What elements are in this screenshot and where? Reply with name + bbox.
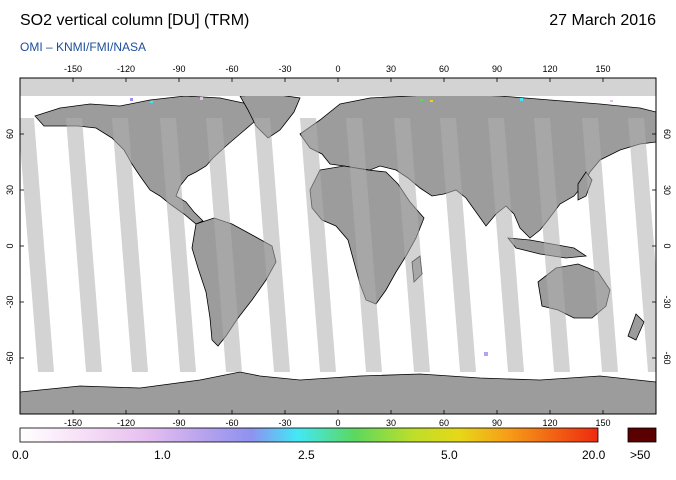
- lat-ticks-right: 60 30 0 -30 -60: [652, 129, 672, 365]
- lon-tick-label-bottom: 120: [542, 418, 557, 428]
- lon-tick-label-bottom: -90: [172, 418, 185, 428]
- lat-tick-label-left: 0: [5, 243, 15, 248]
- colorbar-label-4: 20.0: [582, 448, 606, 462]
- lon-tick-label-bottom: -150: [64, 418, 82, 428]
- swath-gap: [582, 118, 618, 372]
- chart-title: SO2 vertical column [DU] (TRM): [20, 12, 250, 29]
- lat-tick-label-left: 60: [5, 129, 15, 139]
- lat-tick-label-left: 30: [5, 185, 15, 195]
- lon-tick-label-bottom: 0: [335, 418, 340, 428]
- swath-gap: [112, 118, 148, 372]
- lat-tick-label-left: -30: [5, 295, 15, 308]
- swath-gap: [346, 118, 382, 372]
- lon-tick-label-top: 120: [542, 64, 557, 74]
- colorbar-overflow-box: [627, 427, 657, 443]
- lon-ticks-top: -150 -120 -90 -60 -30 0 30 60 90 120 150: [64, 64, 611, 82]
- swath-gap: [628, 118, 656, 372]
- swath-gap: [66, 118, 102, 372]
- lat-tick-label-right: 30: [662, 185, 672, 195]
- lon-tick-label-bottom: 150: [595, 418, 610, 428]
- lon-tick-label-bottom: -30: [278, 418, 291, 428]
- lon-tick-label-bottom: -60: [225, 418, 238, 428]
- swath-gap: [300, 118, 336, 372]
- polar-speckles: [130, 97, 613, 356]
- credit-label: OMI – KNMI/FMI/NASA: [20, 40, 147, 54]
- lon-tick-label-top: -120: [117, 64, 135, 74]
- lat-tick-label-left: -60: [5, 351, 15, 364]
- swath-gap: [20, 118, 54, 372]
- lon-tick-label-top: -150: [64, 64, 82, 74]
- colorbar-label-1: 1.0: [154, 448, 171, 462]
- lat-tick-label-right: -60: [662, 351, 672, 364]
- lat-ticks-left: 60 30 0 -30 -60: [5, 129, 24, 365]
- lon-tick-label-top: 30: [386, 64, 396, 74]
- land-layer: [20, 93, 656, 414]
- lat-tick-label-right: 0: [662, 243, 672, 248]
- colorbar-label-2: 2.5: [298, 448, 315, 462]
- swath-gap: [394, 118, 430, 372]
- swath-gap: [254, 118, 290, 372]
- lon-tick-label-top: 60: [439, 64, 449, 74]
- polar-no-data: [20, 78, 656, 96]
- date-label: 27 March 2016: [549, 12, 656, 29]
- lon-tick-label-bottom: 90: [492, 418, 502, 428]
- lat-tick-label-right: -30: [662, 295, 672, 308]
- lon-tick-label-bottom: 60: [439, 418, 449, 428]
- lat-tick-label-right: 60: [662, 129, 672, 139]
- lon-tick-label-top: -90: [172, 64, 185, 74]
- land-eurasia: [299, 93, 656, 239]
- lon-tick-label-top: 90: [492, 64, 502, 74]
- lon-tick-label-bottom: -120: [117, 418, 135, 428]
- lon-ticks-bottom: -150 -120 -90 -60 -30 0 30 60 90 120 150: [64, 410, 611, 428]
- colorbar-label-0: 0.0: [12, 448, 29, 462]
- lon-tick-label-bottom: 30: [386, 418, 396, 428]
- lon-tick-label-top: -60: [225, 64, 238, 74]
- swath-gaps: [20, 118, 656, 372]
- swath-gap: [488, 118, 524, 372]
- swath-gap: [206, 118, 242, 372]
- land-new-zealand: [627, 313, 645, 341]
- swath-gap: [160, 118, 196, 372]
- lon-tick-label-top: 150: [595, 64, 610, 74]
- swath-gap: [440, 118, 476, 372]
- land-antarctica: [20, 371, 656, 414]
- lon-tick-label-top: -30: [278, 64, 291, 74]
- colorbar-overflow-label: >50: [630, 448, 651, 462]
- swath-gap: [534, 118, 570, 372]
- colorbar-gradient: [19, 427, 599, 443]
- colorbar-label-3: 5.0: [441, 448, 458, 462]
- lon-tick-label-top: 0: [335, 64, 340, 74]
